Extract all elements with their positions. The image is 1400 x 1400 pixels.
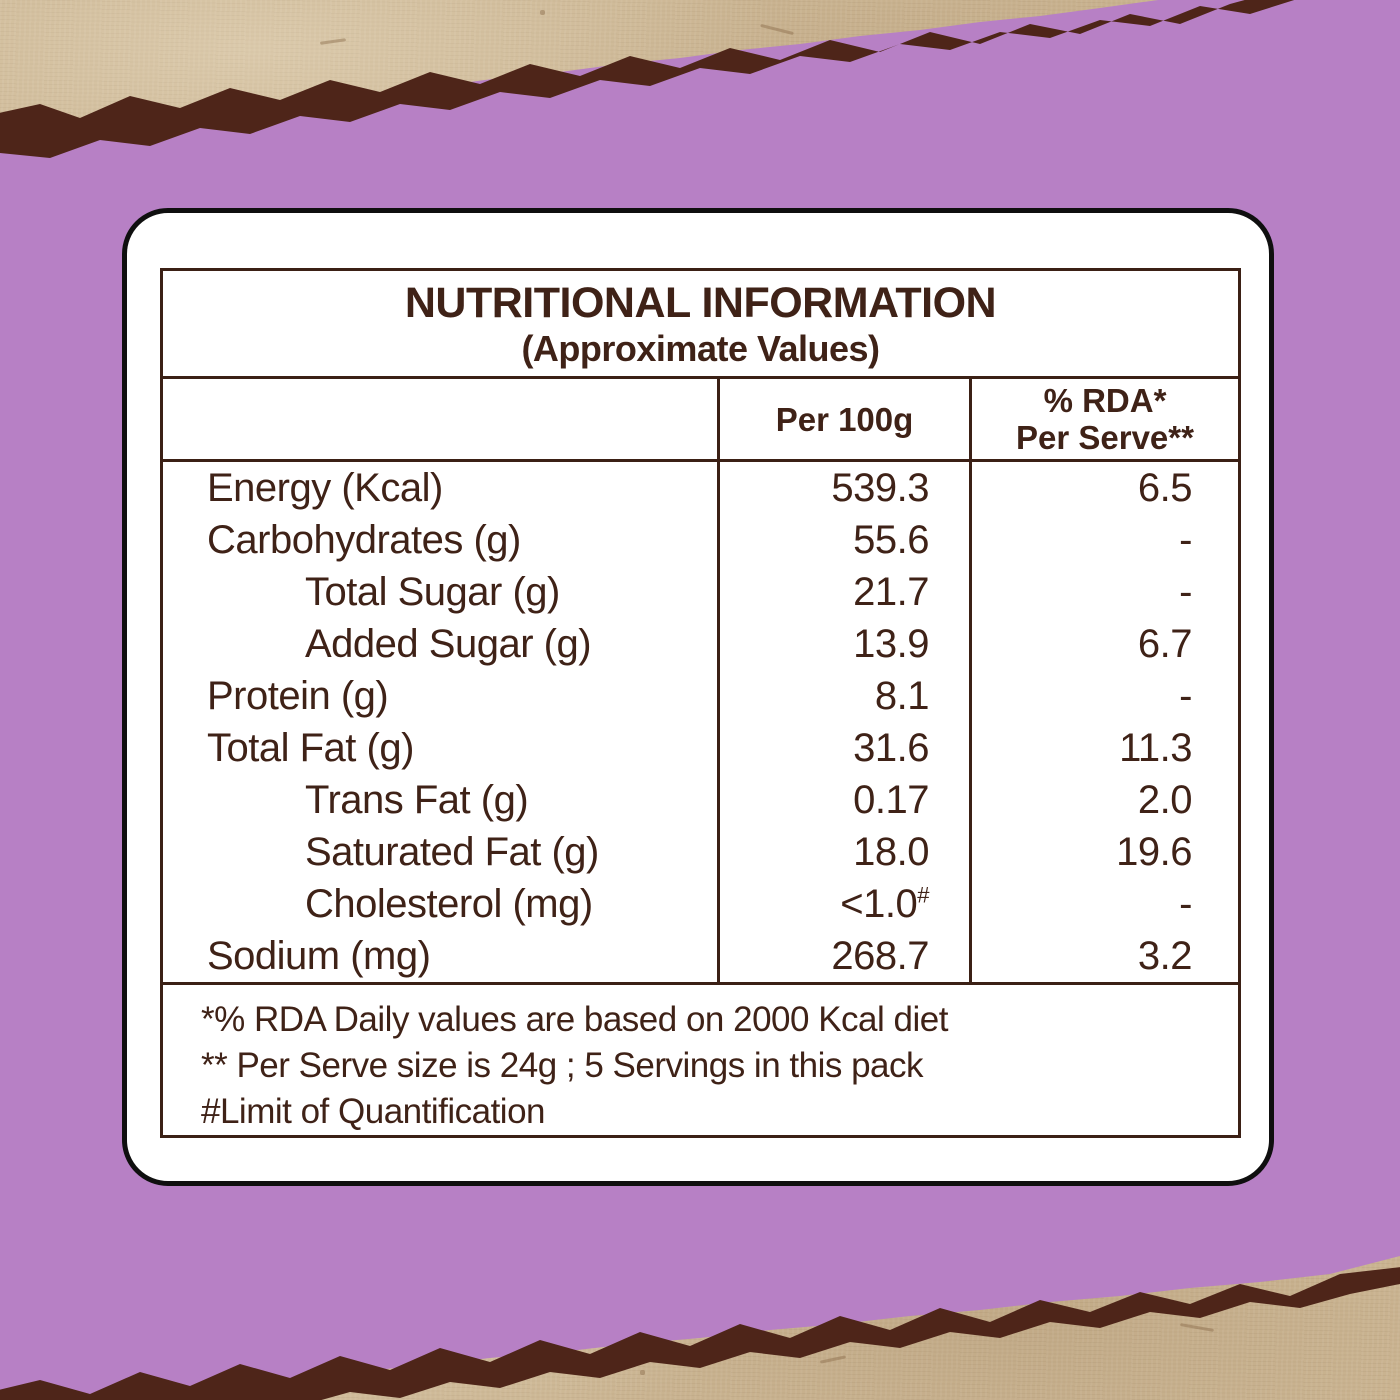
row-label: Total Fat (g): [207, 726, 414, 770]
row-rda-value: 3.2: [969, 930, 1238, 982]
row-per100g-value: 8.1: [874, 674, 930, 718]
row-label: Energy (Kcal): [207, 466, 443, 510]
column-header-per-100g: Per 100g: [717, 376, 969, 462]
row-per100g-cell: 539.3: [717, 462, 969, 514]
rda-label-line2: Per Serve**: [1016, 419, 1194, 456]
row-per100g-cell: <1.0#: [717, 878, 969, 930]
paper-fleck: [905, 64, 909, 68]
row-per100g-value: 539.3: [831, 466, 929, 510]
table-subtitle: (Approximate Values): [521, 327, 880, 369]
paper-fleck: [640, 1370, 645, 1375]
table-footnotes: *% RDA Daily values are based on 2000 Kc…: [163, 982, 1238, 1135]
row-rda-value: 2.0: [969, 774, 1238, 826]
row-rda-value: -: [969, 670, 1238, 722]
row-rda-value: 6.7: [969, 618, 1238, 670]
row-per100g-value: 55.6: [853, 518, 929, 562]
row-label: Trans Fat (g): [305, 778, 529, 822]
row-rda-value: -: [969, 878, 1238, 930]
paper-fiber: [760, 23, 794, 36]
row-label: Protein (g): [207, 674, 389, 718]
row-per100g-value: 31.6: [853, 726, 929, 770]
nutrition-table: NUTRITIONAL INFORMATION (Approximate Val…: [160, 268, 1241, 1138]
table-title-block: NUTRITIONAL INFORMATION (Approximate Val…: [163, 271, 1238, 376]
row-per100g-cell: 0.17: [717, 774, 969, 826]
rda-label-line1: % RDA*: [1043, 382, 1167, 419]
row-per100g-value: 13.9: [853, 622, 929, 666]
row-label: Total Sugar (g): [305, 570, 560, 614]
row-per100g-cell: 13.9: [717, 618, 969, 670]
paper-fleck: [540, 10, 545, 15]
row-per100g-value: 0.17: [853, 778, 929, 822]
row-label: Saturated Fat (g): [305, 830, 599, 874]
paper-fiber: [319, 38, 347, 45]
table-title: NUTRITIONAL INFORMATION: [404, 278, 997, 327]
row-per100g-cell: 55.6: [717, 514, 969, 566]
row-label: Added Sugar (g): [305, 622, 592, 666]
row-per100g-value: 21.7: [853, 570, 929, 614]
row-rda-value: 11.3: [969, 722, 1238, 774]
row-per100g-sup: #: [917, 882, 929, 908]
row-per100g-cell: 21.7: [717, 566, 969, 618]
row-rda-value: -: [969, 566, 1238, 618]
nutrition-label-card: NUTRITIONAL INFORMATION (Approximate Val…: [122, 208, 1274, 1186]
footnote-line: #Limit of Quantification: [201, 1092, 546, 1131]
row-label: Carbohydrates (g): [207, 518, 521, 562]
row-per100g-cell: 8.1: [717, 670, 969, 722]
column-header-rda: % RDA* Per Serve**: [969, 376, 1238, 462]
column-header-blank: [163, 376, 717, 462]
paper-fiber: [1050, 48, 1072, 59]
row-rda-value: 19.6: [969, 826, 1238, 878]
row-label: Sodium (mg): [207, 934, 431, 978]
footnote-line: *% RDA Daily values are based on 2000 Kc…: [201, 1000, 948, 1039]
row-rda-value: 6.5: [969, 462, 1238, 514]
row-rda-value: -: [969, 514, 1238, 566]
table-grid: Per 100g % RDA* Per Serve** Energy (Kcal…: [163, 376, 1238, 982]
footnote-line: ** Per Serve size is 24g ; 5 Servings in…: [201, 1046, 924, 1085]
row-label: Cholesterol (mg): [305, 882, 593, 926]
row-per100g-cell: 18.0: [717, 826, 969, 878]
row-per100g-cell: 31.6: [717, 722, 969, 774]
row-per100g-value: 18.0: [853, 830, 929, 874]
row-per100g-value: <1.0: [840, 882, 918, 926]
row-per100g-cell: 268.7: [717, 930, 969, 982]
paper-fiber: [819, 1355, 847, 1364]
row-per100g-value: 268.7: [831, 934, 929, 978]
per-100g-label: Per 100g: [775, 400, 914, 438]
paper-fiber: [1179, 1323, 1215, 1332]
